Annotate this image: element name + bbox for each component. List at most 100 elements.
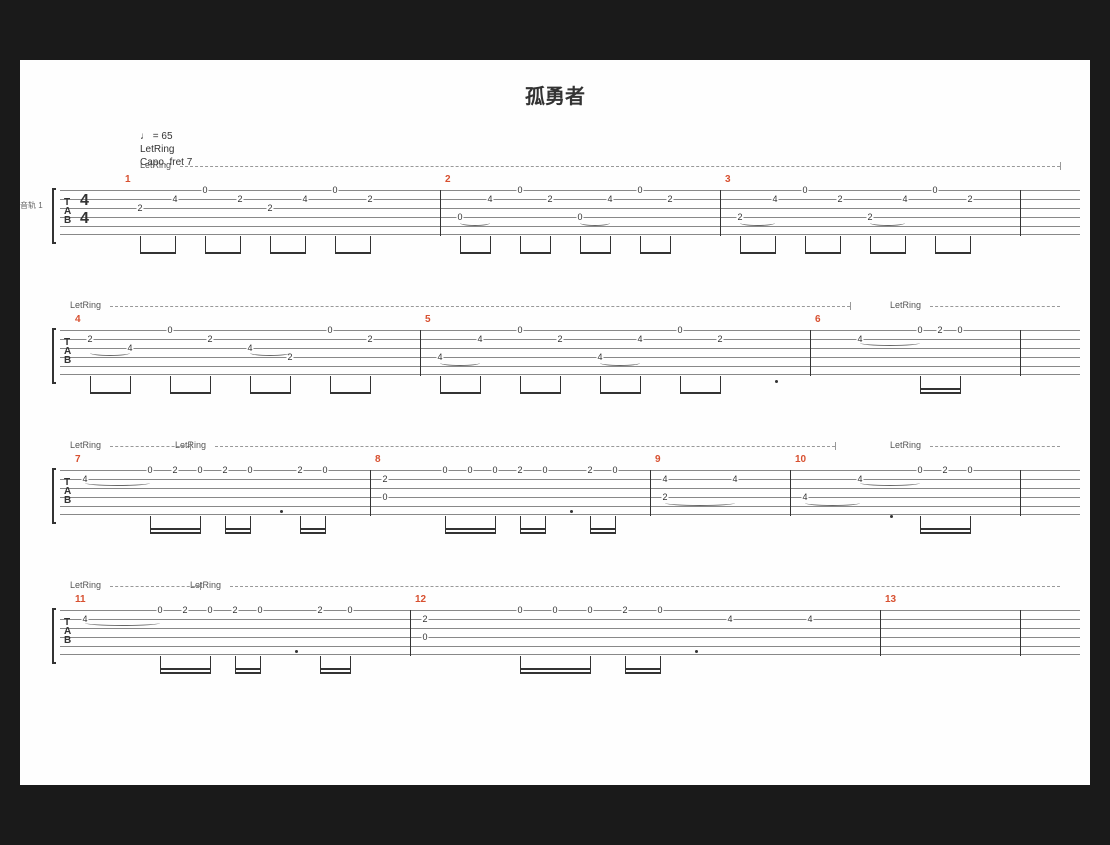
letring-end-tick (835, 442, 836, 450)
tie-arc (665, 500, 735, 506)
fret-number: 0 (676, 326, 683, 335)
tab-lines (60, 190, 1080, 235)
fret-number: 4 (636, 335, 643, 344)
tie-arc (740, 220, 775, 226)
note-beam (460, 252, 491, 254)
fret-number: 4 (731, 475, 738, 484)
note-beam (805, 252, 841, 254)
note-beam (445, 532, 496, 534)
tie-arc (600, 360, 640, 366)
bar-line (880, 610, 881, 656)
fret-number: 2 (716, 335, 723, 344)
fret-number: 4 (726, 615, 733, 624)
tie-arc (85, 620, 160, 626)
fret-number: 4 (606, 195, 613, 204)
fret-number: 0 (931, 186, 938, 195)
fret-number: 0 (516, 326, 523, 335)
note-beam (150, 528, 201, 530)
fret-number: 4 (901, 195, 908, 204)
letring-label: LetRing (890, 300, 921, 310)
rhythm-dot (775, 380, 778, 383)
measure-number: 5 (425, 314, 431, 325)
measure-number: 13 (885, 594, 896, 605)
bar-line (720, 190, 721, 236)
note-beam (590, 532, 616, 534)
fret-number: 0 (916, 326, 923, 335)
note-beam (90, 392, 131, 394)
tie-arc (805, 500, 860, 506)
note-beam (300, 528, 326, 530)
note-beam (150, 532, 201, 534)
note-beam (250, 392, 291, 394)
fret-number: 4 (661, 475, 668, 484)
fret-number: 0 (956, 326, 963, 335)
measure-number: 1 (125, 174, 131, 185)
letring-label: LetRing (140, 160, 171, 170)
tab-lines (60, 470, 1080, 515)
sheet-container: 孤勇者 ♩ = 65 LetRing Capo. fret 7 LetRing音… (20, 60, 1090, 785)
fret-number: 0 (201, 186, 208, 195)
fret-number: 2 (171, 466, 178, 475)
fret-number: 0 (551, 606, 558, 615)
measure-number: 10 (795, 454, 806, 465)
tie-arc (460, 220, 490, 226)
note-beam (920, 532, 971, 534)
note-beam (335, 252, 371, 254)
fret-number: 2 (941, 466, 948, 475)
letring-label: LetRing (890, 440, 921, 450)
note-beam (740, 252, 776, 254)
fret-number: 2 (421, 615, 428, 624)
note-beam (140, 252, 176, 254)
note-beam (320, 672, 351, 674)
fret-number: 2 (316, 606, 323, 615)
tab-clef: TAB (64, 478, 71, 505)
note-beam (680, 392, 721, 394)
song-title: 孤勇者 (50, 80, 1060, 109)
fret-number: 0 (966, 466, 973, 475)
letring-line (180, 166, 1060, 167)
bar-line (810, 330, 811, 376)
note-beam (520, 528, 546, 530)
tie-arc (250, 350, 290, 356)
note-beam (625, 672, 661, 674)
fret-number: 0 (196, 466, 203, 475)
measure-number: 7 (75, 454, 81, 465)
rhythm-dot (695, 650, 698, 653)
fret-number: 2 (836, 195, 843, 204)
measure-number: 6 (815, 314, 821, 325)
fret-number: 2 (221, 466, 228, 475)
bar-line (440, 190, 441, 236)
fret-number: 2 (381, 475, 388, 484)
rhythm-dot (570, 510, 573, 513)
staff-bracket (52, 188, 56, 244)
note-beam (160, 672, 211, 674)
fret-number: 2 (236, 195, 243, 204)
fret-number: 0 (256, 606, 263, 615)
staff-row: LetRingLetRingLetRingTAB7402020208020002… (20, 440, 1090, 540)
fret-number: 4 (301, 195, 308, 204)
tie-arc (85, 480, 150, 486)
bar-line (790, 470, 791, 516)
fret-number: 0 (146, 466, 153, 475)
fret-number: 2 (136, 204, 143, 213)
fret-number: 2 (366, 335, 373, 344)
fret-number: 4 (476, 335, 483, 344)
staff-row: LetRingLetRingTAB11402020201202000204413 (20, 580, 1090, 680)
fret-number: 0 (326, 326, 333, 335)
fret-number: 2 (181, 606, 188, 615)
fret-number: 0 (166, 326, 173, 335)
fret-number: 4 (486, 195, 493, 204)
letring-label: LetRing (70, 440, 101, 450)
letring-line (215, 446, 835, 447)
note-beam (160, 668, 211, 670)
measure-number: 12 (415, 594, 426, 605)
bar-line (1020, 610, 1021, 656)
fret-number: 2 (586, 466, 593, 475)
bar-line (370, 470, 371, 516)
letring-label: LetRing (190, 580, 221, 590)
fret-number: 0 (801, 186, 808, 195)
letring-label: LetRing (70, 580, 101, 590)
fret-number: 0 (636, 186, 643, 195)
rhythm-dot (280, 510, 283, 513)
bar-line (1020, 330, 1021, 376)
